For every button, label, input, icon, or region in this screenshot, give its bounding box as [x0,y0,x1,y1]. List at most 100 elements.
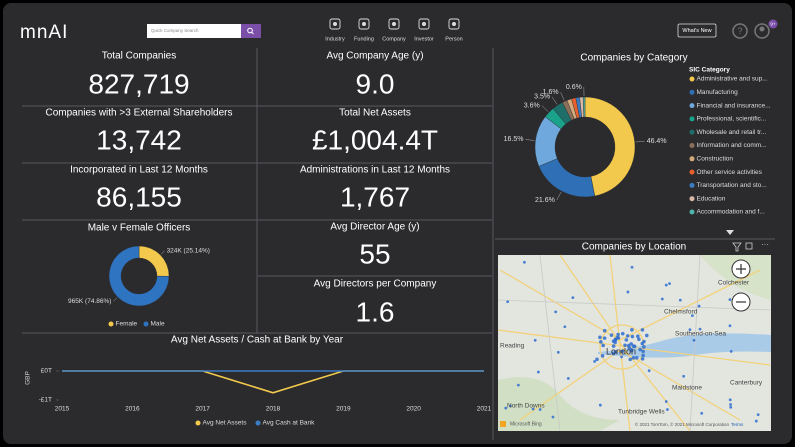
map-dot [697,304,701,308]
map-road [497,254,771,432]
whats-new-button[interactable] [677,23,717,38]
nav-icon [452,22,456,26]
map-dot [638,347,642,352]
map-dot [536,370,540,374]
nav-icon[interactable] [329,18,341,30]
kpi-title: Avg Directors per Company [314,279,437,290]
legend-label: Accommodation and f... [697,209,765,216]
search-icon [247,27,253,34]
legend-label: Male [151,321,165,328]
map-dot [628,357,633,362]
nav-label: Company [382,36,406,42]
nav-icon [422,22,426,26]
logo[interactable]: mnAI [20,22,68,43]
search-placeholder: Quick Company Search [151,28,199,33]
map-dot [620,355,623,359]
map-place: London [606,346,636,356]
map-dot [729,350,733,353]
map-terms[interactable]: Terms [731,422,744,427]
map-dot [630,334,635,339]
map-dot [623,343,627,348]
kpi-title: Total Net Assets [339,108,411,119]
data-label: 1.6% [543,89,559,96]
nav-label: Funding [354,36,374,42]
legend-label: Financial and insurance... [697,102,771,109]
map-dot [609,333,614,337]
map-dot [641,353,645,358]
map-brand: Microsoft Bing [510,421,542,427]
map-place: Tunbridge Wells [618,409,665,416]
y-tick-label: -£1T [39,397,52,404]
legend-swatch [195,420,201,426]
map-dot [729,405,733,409]
map-dot [620,349,625,354]
map-dot [688,328,692,332]
nav-icon[interactable] [418,18,430,30]
help-icon[interactable] [732,23,748,39]
brand-logo [500,421,506,427]
scroll-arrow[interactable] [726,230,734,235]
search-box[interactable] [147,24,242,38]
nav-icon[interactable] [388,18,400,30]
nav-label: Person [445,36,462,42]
map-dot [630,349,634,353]
x-tick-label: 2021 [477,406,492,413]
leader-line [113,297,118,302]
pie-slice [108,245,170,307]
map-dot [506,300,510,304]
kpi-value: 86,155 [96,181,182,212]
map-dot [615,335,620,340]
nav-icon[interactable] [448,18,460,30]
nav-icon[interactable] [358,18,370,30]
kpi-value: 9.0 [356,68,395,99]
legend-label: Education [697,195,726,202]
map-dot [595,357,599,362]
data-label: 21.6% [535,197,555,204]
map-place: Maidstone [672,385,702,392]
map-dot [538,408,542,411]
legend-swatch [689,143,695,148]
data-label: 324K (25.14%) [167,247,210,254]
kpi-title: Administrations in Last 12 Months [300,165,450,176]
leader-line [556,191,562,201]
map-dot [666,408,669,411]
search-button[interactable] [241,24,261,38]
map-dot [626,343,631,348]
x-tick-label: 2016 [125,406,140,413]
legend-label: Avg Net Assets [203,420,248,427]
map-dot [554,310,558,314]
user-icon[interactable] [754,23,770,39]
filter-icon[interactable] [732,242,742,252]
map-dot [563,325,567,329]
map[interactable] [497,254,771,432]
pie-slice [582,96,586,118]
map-attribution: © 2021 TomTom, © 2021 Microsoft Corporat… [635,421,730,427]
map-dot [636,334,640,339]
map-dot [700,411,704,415]
map-dot [728,324,732,328]
more-icon[interactable]: ··· [761,240,769,249]
map-dot [698,327,702,331]
legend-swatch [689,156,695,162]
nav-icon [392,22,396,26]
nav-icon [362,22,366,26]
map-dot [625,334,630,338]
map-dot [728,398,732,402]
legend-swatch [689,169,695,175]
kpi-title: Companies with >3 External Shareholders [45,108,232,119]
map-dot [616,332,620,337]
whats-new-label: What's New [682,28,711,34]
map-dot [642,339,646,344]
nav-label: Industry [325,36,345,42]
focus-icon[interactable] [745,242,753,250]
y-axis-label: GBP [25,371,32,385]
map-dot [664,283,668,287]
kpi-value: 1.6 [356,296,395,327]
kpi-title: Incorporated in Last 12 Months [70,165,208,176]
map-dot [682,374,686,378]
user-icon [759,26,765,32]
map-dot [729,403,732,406]
map-dot [600,354,605,358]
map-dot [728,298,732,302]
legend-label: Professional, scientific... [697,116,767,123]
